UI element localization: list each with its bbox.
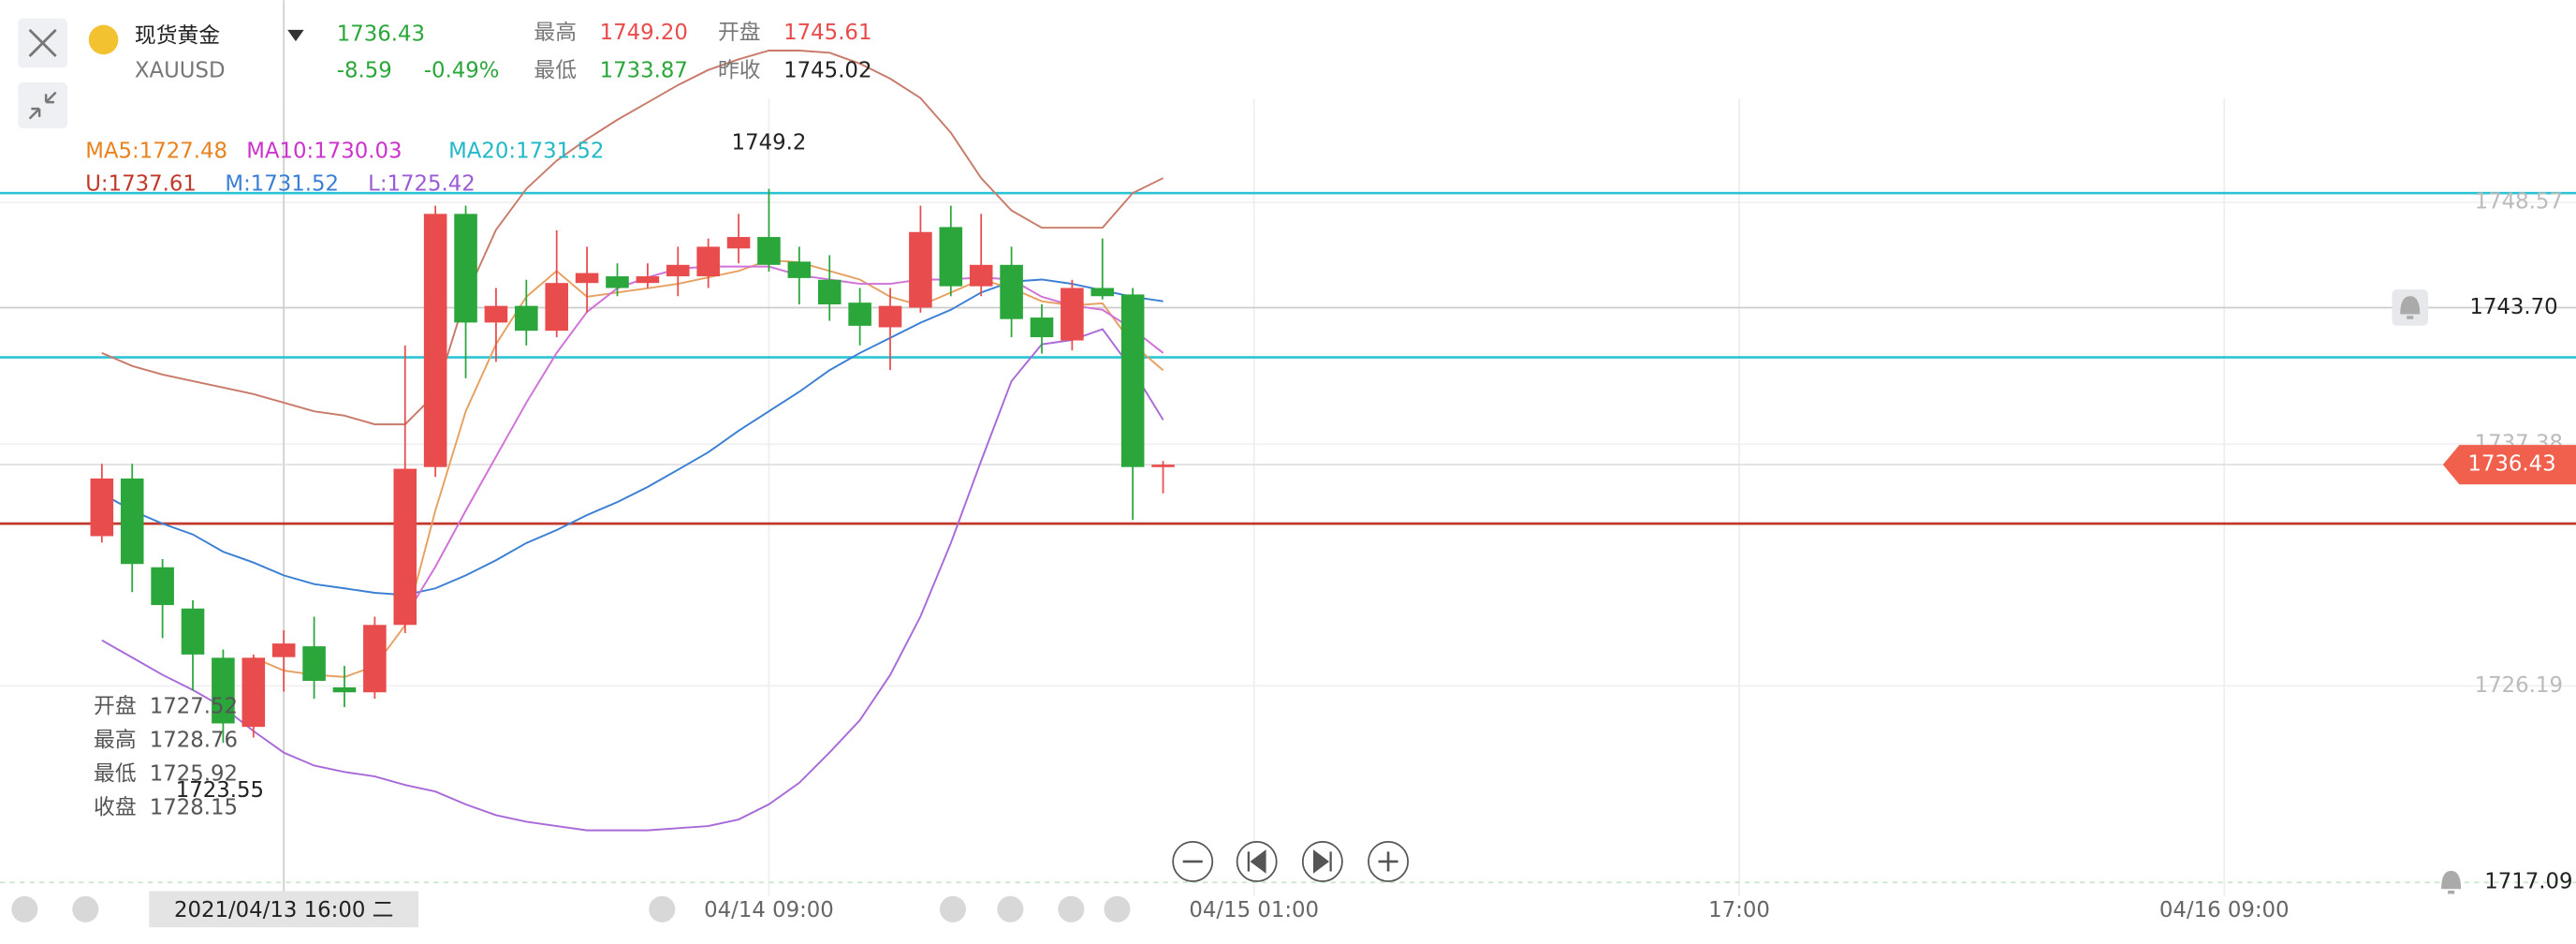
candle-body bbox=[636, 276, 660, 284]
instrument-name[interactable]: 现货黄金 bbox=[135, 23, 220, 48]
candle-body bbox=[151, 567, 174, 606]
candle-body bbox=[757, 237, 781, 265]
open-value: 1745.61 bbox=[783, 21, 871, 45]
indicator-label: MA10:1730.03 bbox=[246, 139, 402, 163]
indicator-line bbox=[403, 265, 1164, 617]
candle-body bbox=[545, 283, 568, 332]
high-label: 最高 bbox=[534, 21, 577, 45]
dropdown-arrow[interactable] bbox=[287, 29, 304, 42]
candle-body bbox=[242, 657, 266, 728]
info-value: 1728.76 bbox=[150, 728, 238, 752]
high-value: 1749.20 bbox=[600, 21, 688, 45]
change: -8.59 bbox=[337, 58, 392, 82]
candle-body bbox=[515, 305, 538, 332]
gold-icon bbox=[88, 24, 119, 55]
indicator-label: MA20:1731.52 bbox=[448, 139, 604, 163]
indicator-line bbox=[101, 278, 1164, 597]
info-label: 最高 bbox=[94, 728, 137, 752]
low-annotation: 1723.55 bbox=[176, 778, 264, 803]
timeline-dots bbox=[11, 895, 1131, 922]
candle-body bbox=[302, 646, 326, 682]
info-value: 1725.92 bbox=[150, 761, 238, 786]
candle-body bbox=[120, 478, 144, 565]
plot-layer bbox=[0, 50, 2576, 884]
candle-body bbox=[666, 264, 690, 277]
candle-body bbox=[454, 214, 477, 323]
candle-body bbox=[423, 214, 447, 467]
indicator-label: U:1737.61 bbox=[85, 171, 197, 196]
candle-body bbox=[575, 273, 599, 284]
open-label: 开盘 bbox=[718, 21, 761, 45]
prev-close-label: 昨收 bbox=[718, 58, 761, 82]
low-value: 1733.87 bbox=[600, 58, 688, 82]
crosshair-time-box bbox=[149, 891, 419, 928]
candle-body bbox=[1030, 317, 1054, 338]
candle-body bbox=[909, 231, 932, 308]
candle-body bbox=[484, 305, 508, 323]
info-label: 收盘 bbox=[94, 795, 137, 819]
indicator-label: MA5:1727.48 bbox=[85, 139, 227, 163]
candle-body bbox=[332, 686, 357, 693]
symbol: XAUUSD bbox=[135, 58, 226, 82]
collapse-button[interactable] bbox=[18, 82, 67, 129]
info-value: 1727.52 bbox=[150, 694, 238, 718]
zoom-in-button[interactable] bbox=[1368, 841, 1409, 882]
indicator-line bbox=[101, 328, 1164, 832]
info-label: 开盘 bbox=[94, 694, 137, 718]
y-tick-label: 1748.57 bbox=[2475, 190, 2563, 214]
candle-body bbox=[817, 279, 842, 305]
candle-body bbox=[1151, 465, 1175, 467]
last-price: 1736.43 bbox=[337, 22, 425, 47]
scroll-end-button[interactable] bbox=[1301, 841, 1343, 882]
x-tick-label: 17:00 bbox=[1708, 898, 1770, 922]
high-annotation: 1749.2 bbox=[732, 130, 807, 155]
candle-body bbox=[696, 246, 720, 277]
candle-body bbox=[1090, 288, 1115, 297]
last-price-tag bbox=[2442, 445, 2576, 485]
candle-body bbox=[90, 478, 114, 537]
candle-body bbox=[939, 227, 963, 287]
close-button[interactable] bbox=[18, 18, 67, 68]
x-tick-label: 04/14 09:00 bbox=[704, 898, 834, 922]
alert-label: 1717.09 bbox=[2484, 870, 2572, 894]
candle-body bbox=[271, 643, 296, 657]
indicator-line bbox=[101, 50, 1164, 426]
alert-bell bbox=[2400, 296, 2421, 319]
candle-body bbox=[969, 264, 993, 287]
candle-body bbox=[726, 237, 751, 249]
alert-bell bbox=[2441, 870, 2462, 894]
change-pct: -0.49% bbox=[424, 58, 500, 82]
x-tick-label: 04/15 01:00 bbox=[1189, 898, 1319, 922]
indicator-label: M:1731.52 bbox=[225, 171, 339, 196]
candle-body bbox=[1120, 294, 1145, 467]
alert-label: 1743.70 bbox=[2469, 295, 2557, 319]
last-price-label: 1736.43 bbox=[2467, 452, 2555, 477]
indicator-label: L:1725.42 bbox=[368, 171, 476, 196]
candle-body bbox=[363, 625, 387, 693]
x-tick-label: 04/16 09:00 bbox=[2159, 898, 2290, 922]
candle-body bbox=[787, 261, 812, 278]
x-tick-label: 2021/04/13 16:00 二 bbox=[174, 898, 393, 922]
candle-body bbox=[181, 608, 205, 655]
candle-body bbox=[606, 276, 629, 288]
low-label: 最低 bbox=[534, 58, 577, 82]
scroll-start-button[interactable] bbox=[1236, 841, 1278, 882]
candle-body bbox=[212, 657, 235, 724]
info-label: 最低 bbox=[94, 761, 137, 786]
y-tick-label: 1726.19 bbox=[2475, 673, 2563, 698]
prev-close-value: 1745.02 bbox=[783, 58, 871, 82]
candle-body bbox=[1000, 264, 1023, 319]
candle-body bbox=[1061, 288, 1084, 341]
info-value: 1728.15 bbox=[150, 795, 238, 819]
candle-body bbox=[393, 468, 417, 626]
candle-body bbox=[848, 302, 871, 326]
zoom-out-button[interactable] bbox=[1172, 841, 1214, 882]
candle-body bbox=[878, 305, 902, 328]
